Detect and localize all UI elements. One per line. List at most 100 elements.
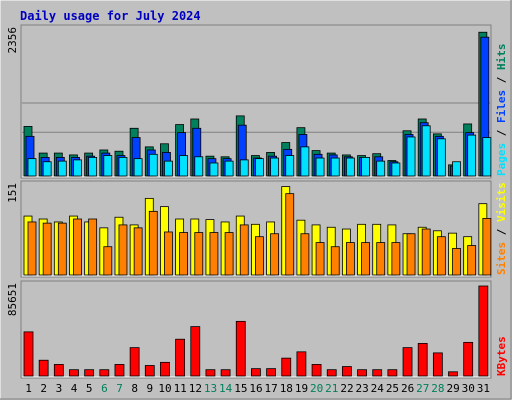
bar-kbytes-day-11 xyxy=(175,338,186,377)
bar-sites-day-27 xyxy=(421,228,431,276)
legend-separator: / xyxy=(495,123,508,143)
bar-pages-day-14 xyxy=(224,160,234,177)
bar-sites-day-10 xyxy=(164,231,173,276)
bar-kbytes-day-5 xyxy=(84,369,95,377)
bar-sites-day-23 xyxy=(361,242,370,276)
bar-pages-day-12 xyxy=(194,156,204,177)
bar-pages-day-15 xyxy=(239,159,249,177)
legend-separator: / xyxy=(495,222,508,242)
bar-pages-day-30 xyxy=(467,134,477,177)
day-label-6: 6 xyxy=(101,382,108,395)
bar-pages-day-22 xyxy=(345,157,355,177)
bar-pages-day-5 xyxy=(88,157,98,177)
bar-kbytes-day-29 xyxy=(448,371,458,377)
y-max-label: 151 xyxy=(6,183,19,203)
bar-sites-day-11 xyxy=(179,232,189,276)
day-label-22: 22 xyxy=(340,382,353,395)
day-label-29: 29 xyxy=(446,382,459,395)
day-label-15: 15 xyxy=(234,382,247,395)
day-axis-labels: 1 2 3 4 5 6 7 8 9 10 11 12 13 14 15 16 17 18 19 20 21 22 23 24 2… xyxy=(25,382,490,395)
bar-sites-day-17 xyxy=(270,233,279,276)
day-label-18: 18 xyxy=(280,382,293,395)
bar-sites-day-18 xyxy=(285,193,295,276)
bar-sites-day-24 xyxy=(376,242,386,276)
bar-kbytes-day-21 xyxy=(326,369,337,377)
bar-sites-day-31 xyxy=(482,218,492,276)
day-label-24: 24 xyxy=(371,382,385,395)
bar-pages-day-1 xyxy=(27,158,37,177)
day-label-1: 1 xyxy=(25,382,32,395)
bar-kbytes-day-28 xyxy=(432,352,443,377)
legend-entry-kbytes: KBytes xyxy=(495,336,508,376)
day-label-3: 3 xyxy=(56,382,63,395)
day-label-10: 10 xyxy=(158,382,171,395)
bar-pages-day-26 xyxy=(406,136,416,177)
day-label-8: 8 xyxy=(131,382,138,395)
bar-pages-day-19 xyxy=(300,146,310,177)
bar-pages-day-8 xyxy=(133,158,143,177)
bar-kbytes-day-2 xyxy=(38,359,49,377)
bar-kbytes-day-9 xyxy=(144,365,155,377)
panel-visitors: 151 Sites / Visits xyxy=(6,180,508,278)
day-label-31: 31 xyxy=(477,382,490,395)
day-label-20: 20 xyxy=(310,382,323,395)
bar-pages-day-13 xyxy=(209,162,219,177)
bar-pages-day-10 xyxy=(164,160,173,177)
day-label-30: 30 xyxy=(462,382,475,395)
bar-sites-day-2 xyxy=(42,222,52,276)
bar-kbytes-day-23 xyxy=(357,369,367,377)
bar-kbytes-day-26 xyxy=(402,347,413,377)
day-label-2: 2 xyxy=(40,382,47,395)
bar-sites-day-5 xyxy=(88,218,98,276)
day-label-25: 25 xyxy=(386,382,399,395)
y-max-label: 85651 xyxy=(6,283,19,316)
y-max-label: 2356 xyxy=(6,27,19,54)
day-label-12: 12 xyxy=(189,382,202,395)
bar-sites-day-8 xyxy=(133,227,143,276)
bar-pages-day-28 xyxy=(436,138,446,177)
day-label-21: 21 xyxy=(325,382,338,395)
bar-kbytes-day-15 xyxy=(235,320,246,377)
legend-entry-sites: Sites xyxy=(495,242,508,275)
bar-kbytes-day-3 xyxy=(53,364,64,377)
bar-pages-day-4 xyxy=(73,159,82,177)
day-label-9: 9 xyxy=(147,382,154,395)
bar-sites-day-29 xyxy=(452,248,461,276)
day-label-7: 7 xyxy=(116,382,123,395)
panel-traffic: 85651 KBytes xyxy=(6,280,508,379)
bar-sites-day-14 xyxy=(224,232,234,276)
bar-sites-day-13 xyxy=(209,232,219,276)
bar-sites-day-9 xyxy=(148,210,158,276)
bar-pages-day-6 xyxy=(103,155,113,177)
bar-pages-day-20 xyxy=(315,157,325,177)
bar-sites-day-15 xyxy=(239,224,249,276)
bar-kbytes-day-14 xyxy=(220,369,231,377)
bar-kbytes-day-25 xyxy=(387,369,398,377)
bar-sites-day-26 xyxy=(406,233,416,276)
bar-sites-day-12 xyxy=(194,232,204,276)
bar-pages-day-23 xyxy=(361,157,370,177)
legend-entry-visits: Visits xyxy=(495,182,508,222)
bar-sites-day-16 xyxy=(255,236,264,276)
bar-sites-day-20 xyxy=(315,242,325,276)
day-label-14: 14 xyxy=(219,382,233,395)
panel-legend: Pages / Files / Hits xyxy=(495,44,508,177)
bar-kbytes-day-10 xyxy=(160,361,170,377)
bar-kbytes-day-17 xyxy=(266,368,276,377)
bar-kbytes-day-22 xyxy=(341,366,352,377)
bar-sites-day-3 xyxy=(57,222,67,276)
bar-kbytes-day-12 xyxy=(190,326,201,377)
bar-sites-day-6 xyxy=(103,246,113,276)
legend-entry-files: Files xyxy=(495,90,508,123)
bar-pages-day-9 xyxy=(148,153,158,177)
bar-pages-day-11 xyxy=(179,155,189,177)
day-label-17: 17 xyxy=(265,382,278,395)
day-label-5: 5 xyxy=(86,382,93,395)
bar-sites-day-1 xyxy=(27,221,37,276)
bar-kbytes-day-24 xyxy=(372,369,383,377)
legend-entry-pages: Pages xyxy=(495,143,508,176)
bar-kbytes-day-6 xyxy=(99,369,110,377)
bar-pages-day-21 xyxy=(330,157,340,177)
